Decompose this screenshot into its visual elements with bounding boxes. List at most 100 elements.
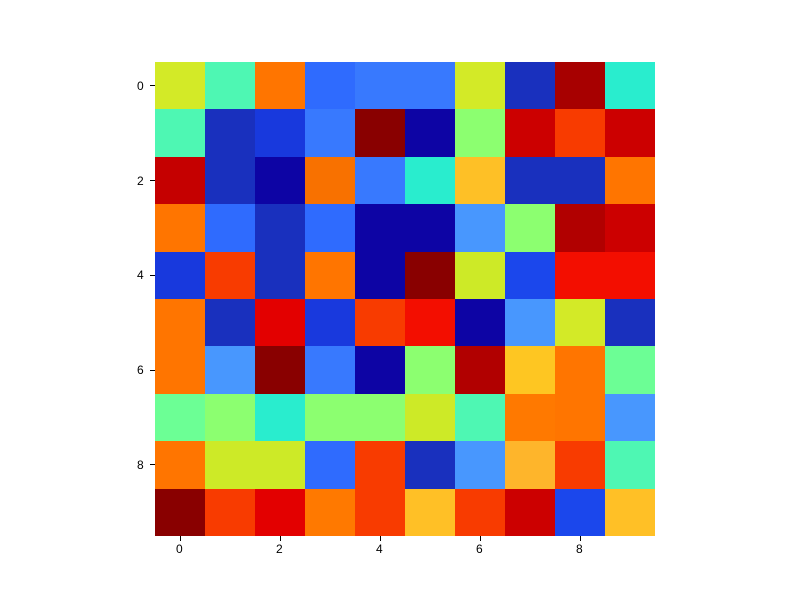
heatmap-cell [255, 157, 305, 204]
heatmap-cell [455, 252, 505, 299]
heatmap-cell [355, 441, 405, 488]
heatmap-cell [455, 204, 505, 251]
heatmap-cell [405, 204, 455, 251]
x-tick-mark [280, 536, 281, 541]
heatmap-cell [605, 109, 655, 156]
x-tick-label: 6 [476, 542, 483, 556]
heatmap-cell [205, 109, 255, 156]
heatmap-cell [605, 157, 655, 204]
heatmap-cell [455, 62, 505, 109]
heatmap-cell [405, 441, 455, 488]
heatmap-cell [505, 489, 555, 536]
heatmap-cell [605, 299, 655, 346]
heatmap-cell [255, 204, 305, 251]
heatmap-cell [405, 299, 455, 346]
y-tick-mark [150, 370, 155, 371]
heatmap-cell [155, 346, 205, 393]
heatmap-cell [305, 441, 355, 488]
heatmap-cell [155, 441, 205, 488]
heatmap-cell [405, 109, 455, 156]
heatmap-cell [605, 346, 655, 393]
x-tick-label: 8 [576, 542, 583, 556]
heatmap-cell [555, 109, 605, 156]
x-tick-label: 0 [176, 542, 183, 556]
heatmap-cell [605, 62, 655, 109]
heatmap-cell [405, 346, 455, 393]
heatmap-cell [355, 346, 405, 393]
y-tick-label: 8 [137, 458, 144, 472]
heatmap-cell [155, 157, 205, 204]
y-tick-label: 4 [137, 268, 144, 282]
heatmap-cell [155, 109, 205, 156]
heatmap-cell [355, 157, 405, 204]
heatmap-cell [605, 252, 655, 299]
heatmap-cell [155, 252, 205, 299]
x-tick-mark [180, 536, 181, 541]
y-tick-label: 2 [137, 174, 144, 188]
heatmap-cell [455, 394, 505, 441]
heatmap-cell [605, 489, 655, 536]
x-tick-label: 4 [376, 542, 383, 556]
heatmap-cell [205, 489, 255, 536]
heatmap-cell [455, 299, 505, 346]
heatmap-cell [355, 299, 405, 346]
heatmap-cell [355, 62, 405, 109]
heatmap-cell [555, 62, 605, 109]
heatmap-cell [205, 252, 255, 299]
heatmap-cell [405, 252, 455, 299]
heatmap-cell [305, 394, 355, 441]
heatmap-cell [155, 299, 205, 346]
heatmap-cell [555, 299, 605, 346]
heatmap-cell [555, 157, 605, 204]
heatmap-cell [355, 252, 405, 299]
heatmap-cell [405, 157, 455, 204]
heatmap-cell [305, 157, 355, 204]
heatmap-cell [305, 299, 355, 346]
heatmap-cell [155, 394, 205, 441]
heatmap-cell [605, 204, 655, 251]
heatmap-cell [305, 346, 355, 393]
heatmap-cell [505, 252, 555, 299]
y-tick-mark [150, 180, 155, 181]
heatmap-cell [255, 394, 305, 441]
heatmap-cell [305, 62, 355, 109]
heatmap-cell [555, 346, 605, 393]
x-tick-mark [380, 536, 381, 541]
heatmap-cell [255, 109, 305, 156]
heatmap-cell [305, 109, 355, 156]
heatmap-cell [305, 489, 355, 536]
heatmap-cell [405, 394, 455, 441]
heatmap-cell [255, 299, 305, 346]
y-tick-mark [150, 275, 155, 276]
heatmap-cell [205, 299, 255, 346]
heatmap-cell [355, 109, 405, 156]
heatmap-cell [455, 109, 505, 156]
y-tick-label: 0 [137, 79, 144, 93]
heatmap-cell [255, 252, 305, 299]
heatmap-cell [505, 394, 555, 441]
heatmap-cell [305, 204, 355, 251]
heatmap-cell [205, 394, 255, 441]
y-tick-mark [150, 85, 155, 86]
heatmap-cell [555, 394, 605, 441]
heatmap-cell [255, 441, 305, 488]
heatmap-cell [455, 441, 505, 488]
y-tick-label: 6 [137, 363, 144, 377]
heatmap-cell [455, 489, 505, 536]
heatmap-cell [205, 441, 255, 488]
heatmap-cell [205, 346, 255, 393]
heatmap-grid [155, 62, 655, 536]
heatmap-cell [255, 62, 305, 109]
heatmap-cell [505, 109, 555, 156]
x-tick-mark [580, 536, 581, 541]
heatmap-cell [205, 204, 255, 251]
heatmap-cell [505, 441, 555, 488]
x-tick-mark [480, 536, 481, 541]
heatmap-cell [605, 441, 655, 488]
heatmap-cell [255, 489, 305, 536]
heatmap-cell [505, 204, 555, 251]
heatmap-cell [405, 62, 455, 109]
heatmap-cell [205, 62, 255, 109]
heatmap-cell [555, 441, 605, 488]
heatmap-cell [555, 489, 605, 536]
